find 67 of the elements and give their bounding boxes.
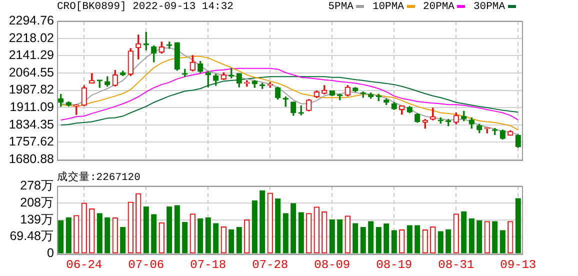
bar: [282, 213, 288, 254]
bar: [66, 217, 72, 254]
y-tick-label: 1757.62: [8, 134, 54, 149]
bar: [260, 190, 266, 254]
y-tick-label: 208万: [20, 195, 54, 210]
bar: [476, 220, 482, 254]
bar: [151, 214, 157, 254]
bar: [166, 206, 172, 254]
y-tick-label: 1911.09: [10, 100, 54, 114]
y-tick-label: 2141.29: [8, 48, 54, 62]
bar: [120, 227, 126, 254]
bar: [236, 227, 242, 254]
bar: [298, 212, 304, 254]
bar: [198, 218, 204, 254]
x-tick-label: 07-28: [252, 258, 288, 272]
bar: [182, 222, 188, 254]
bar: [368, 221, 374, 254]
bar: [275, 198, 281, 254]
chart-title: CRO[BK0899] 2022-09-13 14:32: [57, 1, 234, 13]
bar: [213, 223, 219, 254]
bar: [174, 205, 180, 254]
bar: [414, 225, 420, 254]
legend-label: 20PMA: [422, 1, 454, 13]
bar: [360, 227, 366, 254]
chart-title: 成交量:2267120: [57, 170, 140, 184]
y-tick-label: 1680.88: [8, 152, 54, 166]
legend-label: 30PMA: [473, 1, 505, 13]
y-tick-label: 2064.55: [8, 65, 54, 80]
bar: [500, 230, 506, 254]
x-tick-label: 09-13: [500, 258, 536, 272]
bar: [252, 200, 258, 254]
bar: [205, 217, 211, 254]
bar: [468, 218, 474, 254]
y-tick-label: 2218.02: [8, 30, 54, 45]
legend-label: 10PMA: [372, 1, 404, 13]
bar: [290, 203, 296, 254]
x-tick-label: 07-06: [128, 258, 164, 272]
y-tick-label: 0: [47, 246, 54, 260]
x-tick-label: 08-09: [314, 258, 350, 272]
y-tick-label: 69.48万: [10, 229, 54, 244]
bar: [104, 217, 110, 254]
y-tick-label: 139万: [20, 212, 54, 226]
bar: [337, 219, 343, 254]
bar: [492, 221, 498, 254]
x-tick-label: 06-24: [66, 258, 102, 272]
bar: [228, 229, 234, 254]
bar: [143, 206, 149, 254]
y-tick-label: 1834.35: [8, 117, 54, 132]
bar: [376, 227, 382, 254]
y-tick-label: 2294.76: [8, 13, 54, 28]
bar: [438, 231, 444, 254]
bar: [515, 198, 521, 254]
bar: [96, 213, 102, 254]
x-tick-label: 08-19: [376, 258, 412, 272]
bar: [406, 225, 412, 254]
bar: [391, 230, 397, 254]
y-tick-label: 278万: [20, 178, 54, 192]
x-tick-label: 08-31: [438, 258, 474, 272]
bar: [329, 219, 335, 254]
x-tick-label: 07-18: [190, 258, 226, 272]
legend-label: 5PMA: [328, 1, 354, 13]
bar: [461, 211, 467, 254]
bar: [446, 229, 452, 254]
y-tick-label: 1987.82: [8, 82, 54, 97]
bar: [58, 220, 64, 254]
bar: [384, 223, 390, 254]
bar: [352, 223, 358, 254]
